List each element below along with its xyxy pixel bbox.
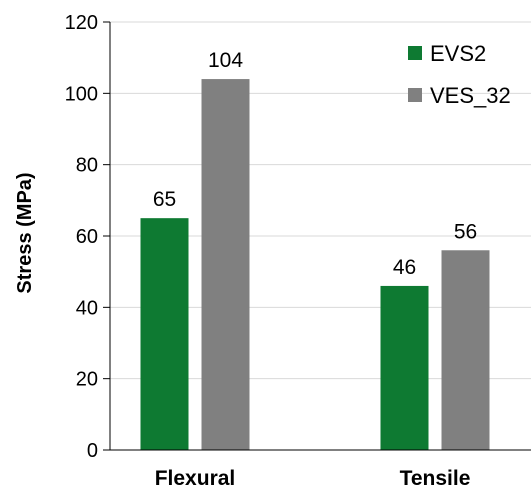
- data-labels: 65 46 104 56: [153, 49, 477, 279]
- y-tick-label: 40: [76, 297, 98, 319]
- bar-ves-32-tensile: [441, 250, 490, 450]
- bar-ves-32-flexural: [201, 79, 250, 451]
- axes: [109, 22, 531, 451]
- y-tick-labels: 0 20 40 60 80 100 120: [65, 12, 98, 462]
- legend-label: VES_32: [430, 83, 511, 108]
- bars: [140, 79, 490, 451]
- data-label: 56: [454, 220, 477, 243]
- data-label: 46: [393, 256, 416, 279]
- data-label: 104: [208, 49, 243, 72]
- data-label: 65: [153, 188, 176, 211]
- y-tick-label: 80: [76, 155, 98, 177]
- legend-label: EVS2: [430, 41, 486, 66]
- y-tick-label: 100: [65, 83, 98, 105]
- y-tick-label: 120: [65, 12, 98, 34]
- bar-evs2-flexural: [140, 218, 189, 450]
- y-axis-title: Stress (MPa): [14, 172, 36, 293]
- legend-swatch: [408, 46, 422, 60]
- y-tick-label: 0: [87, 440, 98, 462]
- x-tick-labels: Flexural Tensile: [155, 467, 471, 489]
- x-category-label: Tensile: [400, 467, 471, 489]
- bar-evs2-tensile: [380, 285, 429, 450]
- x-category-label: Flexural: [155, 467, 236, 489]
- y-tick-label: 60: [76, 226, 98, 248]
- legend: EVS2 VES_32: [408, 41, 511, 108]
- y-tick-label: 20: [76, 369, 98, 391]
- legend-swatch: [408, 88, 422, 102]
